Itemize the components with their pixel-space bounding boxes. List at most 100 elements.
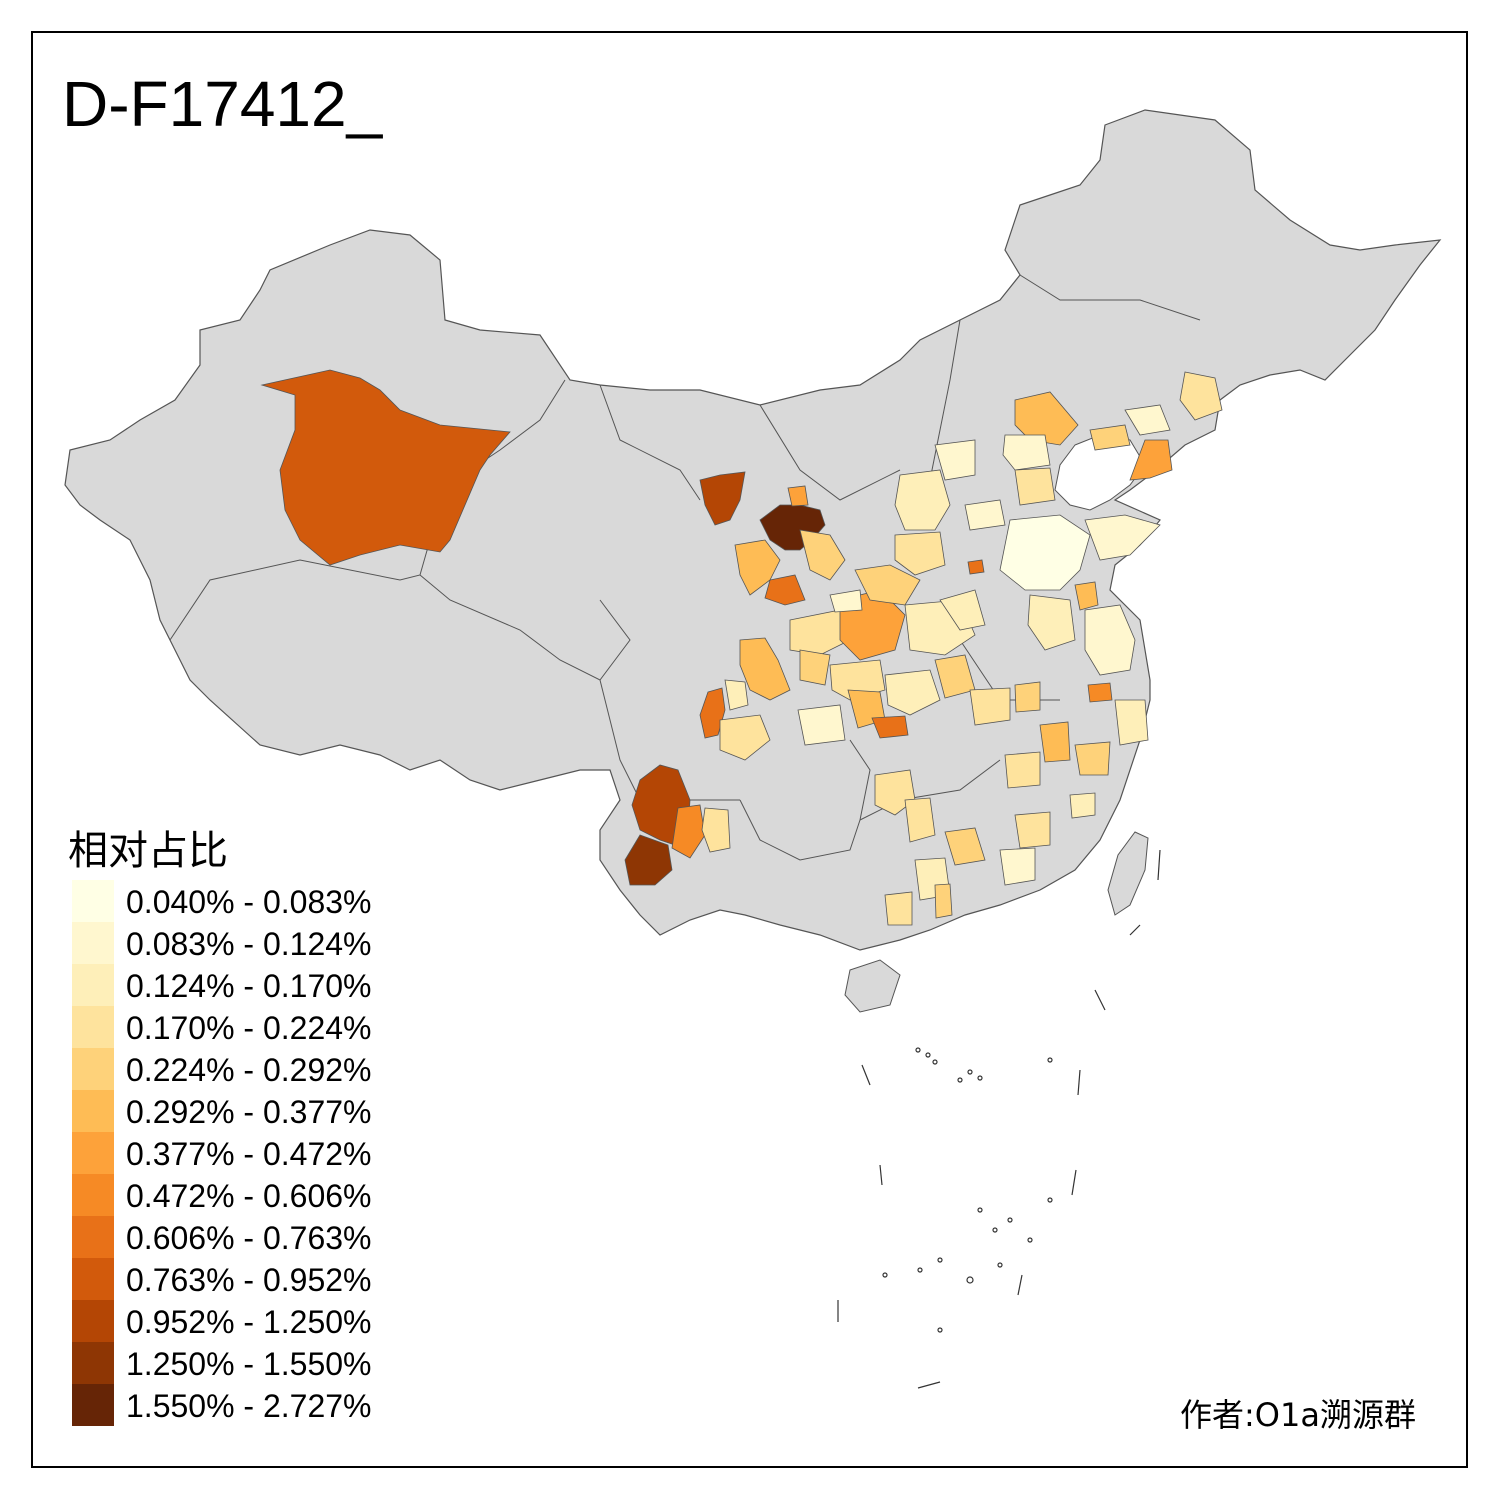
legend-swatch <box>72 1006 114 1048</box>
legend-label: 0.292% - 0.377% <box>126 1094 372 1130</box>
region-north-g <box>1014 467 1056 506</box>
region-north-i <box>1129 439 1173 481</box>
region-central-f <box>939 589 986 631</box>
region-east-a <box>999 514 1091 591</box>
legend-label: 0.083% - 0.124% <box>126 926 372 962</box>
region-north-j <box>1179 371 1223 421</box>
region-north-e <box>1014 391 1079 446</box>
legend-swatch <box>72 1048 114 1090</box>
region-sichuan-c <box>724 679 749 711</box>
region-east-i <box>969 687 1011 726</box>
legend-swatch <box>72 1174 114 1216</box>
region-east-l <box>1004 751 1041 789</box>
region-east-b <box>1084 514 1161 561</box>
region-south-c <box>944 827 986 866</box>
legend-label: 0.224% - 0.292% <box>126 1052 372 1088</box>
region-central-m <box>797 704 846 746</box>
region-south-g <box>884 891 913 926</box>
region-north-c <box>894 531 946 576</box>
south-sea-islands <box>837 849 1161 1389</box>
legend-label: 0.124% - 0.170% <box>126 968 372 1004</box>
region-east-c <box>1074 581 1099 611</box>
region-central-l <box>871 715 909 739</box>
legend-swatch <box>72 1300 114 1342</box>
region-sichuan-d <box>719 714 771 761</box>
region-central-d <box>829 589 863 613</box>
region-north-a <box>894 469 951 531</box>
region-north-b <box>934 439 976 481</box>
legend-label: 0.170% - 0.224% <box>126 1010 372 1046</box>
legend-swatch <box>72 1090 114 1132</box>
region-south-i <box>1069 792 1096 819</box>
region-ningxia-c <box>764 574 806 606</box>
region-east-e <box>1027 594 1076 651</box>
region-east-j <box>1014 681 1041 713</box>
region-yunnan-d <box>701 807 731 853</box>
region-yunnan-c <box>671 804 706 859</box>
legend-swatch <box>72 922 114 964</box>
region-yunnan-b <box>624 834 673 886</box>
legend-label: 0.472% - 0.606% <box>126 1178 372 1214</box>
map-frame <box>31 31 1468 1468</box>
legend-item: 0.040% - 0.083% <box>72 880 412 922</box>
region-ningxia-b <box>699 471 746 526</box>
region-north-k <box>1124 404 1171 436</box>
legend-item: 0.763% - 0.952% <box>72 1258 412 1300</box>
region-south-a <box>874 769 916 816</box>
legend-item: 0.124% - 0.170% <box>72 964 412 1006</box>
legend-item: 0.377% - 0.472% <box>72 1132 412 1174</box>
legend-label: 0.606% - 0.763% <box>126 1220 372 1256</box>
region-ningxia-d <box>787 485 809 507</box>
taiwan-island <box>1107 831 1149 916</box>
region-north-h <box>1089 424 1131 451</box>
legend-swatch <box>72 880 114 922</box>
legend-title: 相对占比 <box>68 828 228 874</box>
legend-label: 0.040% - 0.083% <box>126 884 372 920</box>
region-north-f <box>1002 434 1051 471</box>
author-credit: 作者:O1a溯源群 <box>1180 1396 1416 1434</box>
legend-swatch <box>72 1342 114 1384</box>
region-south-b <box>904 797 936 843</box>
region-east-m <box>967 559 985 575</box>
legend-swatch <box>72 1132 114 1174</box>
region-south-h <box>934 883 953 919</box>
legend-item: 0.952% - 1.250% <box>72 1300 412 1342</box>
legend-item: 0.472% - 0.606% <box>72 1174 412 1216</box>
region-gansu-b <box>799 529 846 581</box>
legend-item: 0.292% - 0.377% <box>72 1090 412 1132</box>
legend-label: 1.250% - 1.550% <box>126 1346 372 1382</box>
region-central-i <box>884 669 941 716</box>
legend: 0.040% - 0.083% 0.083% - 0.124% 0.124% -… <box>72 880 412 1426</box>
region-sichuan-b <box>739 637 791 701</box>
legend-label: 1.550% - 2.727% <box>126 1388 372 1424</box>
region-south-d <box>1014 811 1051 849</box>
legend-item: 1.250% - 1.550% <box>72 1342 412 1384</box>
legend-swatch <box>72 1216 114 1258</box>
region-central-a <box>789 609 851 656</box>
region-east-d <box>1084 604 1136 676</box>
region-east-h <box>1074 741 1111 776</box>
region-north-d <box>964 499 1006 531</box>
legend-swatch <box>72 1384 114 1426</box>
legend-item: 0.606% - 0.763% <box>72 1216 412 1258</box>
region-south-e <box>999 847 1036 886</box>
legend-label: 0.763% - 0.952% <box>126 1262 372 1298</box>
legend-label: 0.952% - 1.250% <box>126 1304 372 1340</box>
region-xinjiang-prefecture <box>260 369 511 566</box>
map-title: D-F17412_ <box>62 68 383 140</box>
legend-swatch <box>72 964 114 1006</box>
hainan-island <box>844 959 901 1013</box>
legend-swatch <box>72 1258 114 1300</box>
legend-label: 0.377% - 0.472% <box>126 1136 372 1172</box>
legend-item: 1.550% - 2.727% <box>72 1384 412 1426</box>
mainland-region <box>64 109 1442 951</box>
region-east-f <box>1087 682 1113 703</box>
region-central-g <box>799 649 831 686</box>
region-east-g <box>1114 699 1149 746</box>
region-gansu-a <box>734 539 781 596</box>
legend-item: 0.170% - 0.224% <box>72 1006 412 1048</box>
region-sichuan-a <box>699 687 726 739</box>
region-east-k <box>1039 721 1071 763</box>
region-central-c <box>854 564 921 606</box>
